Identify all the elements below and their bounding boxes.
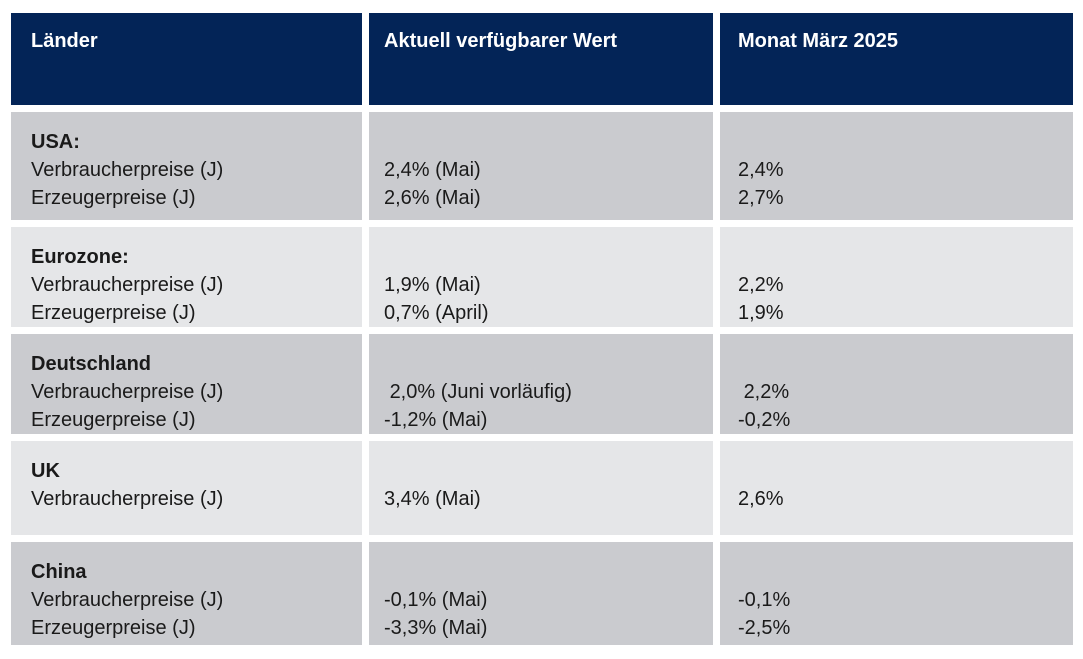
current-values: 2,0% (Juni vorläufig) -1,2% (Mai) <box>384 381 572 431</box>
country-name: USA: <box>31 131 80 153</box>
march-values: 2,2% 1,9% <box>738 274 784 324</box>
table-row-uk: UK Verbraucherpreise (J) 3,4% (Mai) 2,6% <box>11 441 1073 535</box>
country-name: China <box>31 561 87 583</box>
country-name: Eurozone: <box>31 246 129 268</box>
march-value-cell: 2,4% 2,7% <box>720 112 1073 220</box>
current-value-cell: 3,4% (Mai) <box>369 441 713 535</box>
march-value-cell: 2,2% -0,2% <box>720 334 1073 434</box>
column-header-monat-maerz: Monat März 2025 <box>720 13 1073 105</box>
march-values: 2,2% -0,2% <box>738 381 791 431</box>
current-value-cell: 2,0% (Juni vorläufig) -1,2% (Mai) <box>369 334 713 434</box>
march-value-cell: 2,2% 1,9% <box>720 227 1073 327</box>
country-indicators: Verbraucherpreise (J) Erzeugerpreise (J) <box>31 274 224 324</box>
column-header-laender: Länder <box>11 13 362 105</box>
country-cell: UK Verbraucherpreise (J) <box>11 441 362 535</box>
country-indicators: Verbraucherpreise (J) Erzeugerpreise (J) <box>31 159 224 209</box>
table-row-deutschland: Deutschland Verbraucherpreise (J) Erzeug… <box>11 334 1073 434</box>
country-name: Deutschland <box>31 353 152 375</box>
inflation-table: Länder Aktuell verfügbarer Wert Monat Mä… <box>4 6 1080 652</box>
country-cell: Deutschland Verbraucherpreise (J) Erzeug… <box>11 334 362 434</box>
current-values: 1,9% (Mai) 0,7% (April) <box>384 274 489 324</box>
current-value-cell: 1,9% (Mai) 0,7% (April) <box>369 227 713 327</box>
country-indicators: Verbraucherpreise (J) <box>31 488 224 510</box>
country-cell: USA: Verbraucherpreise (J) Erzeugerpreis… <box>11 112 362 220</box>
march-values: 2,6% <box>738 488 784 510</box>
current-values: -0,1% (Mai) -3,3% (Mai) <box>384 589 488 639</box>
table-row-usa: USA: Verbraucherpreise (J) Erzeugerpreis… <box>11 112 1073 220</box>
march-value-cell: -0,1% -2,5% <box>720 542 1073 645</box>
march-value-cell: 2,6% <box>720 441 1073 535</box>
table-row-eurozone: Eurozone: Verbraucherpreise (J) Erzeuger… <box>11 227 1073 327</box>
march-values: -0,1% -2,5% <box>738 589 791 639</box>
header-row: Länder Aktuell verfügbarer Wert Monat Mä… <box>11 13 1073 105</box>
current-values: 3,4% (Mai) <box>384 488 481 510</box>
current-values: 2,4% (Mai) 2,6% (Mai) <box>384 159 481 209</box>
country-cell: China Verbraucherpreise (J) Erzeugerprei… <box>11 542 362 645</box>
column-header-aktueller-wert: Aktuell verfügbarer Wert <box>369 13 713 105</box>
march-values: 2,4% 2,7% <box>738 159 784 209</box>
current-value-cell: -0,1% (Mai) -3,3% (Mai) <box>369 542 713 645</box>
current-value-cell: 2,4% (Mai) 2,6% (Mai) <box>369 112 713 220</box>
table-row-china: China Verbraucherpreise (J) Erzeugerprei… <box>11 542 1073 645</box>
country-cell: Eurozone: Verbraucherpreise (J) Erzeuger… <box>11 227 362 327</box>
country-indicators: Verbraucherpreise (J) Erzeugerpreise (J) <box>31 589 224 639</box>
country-name: UK <box>31 460 60 482</box>
country-indicators: Verbraucherpreise (J) Erzeugerpreise (J) <box>31 381 224 431</box>
